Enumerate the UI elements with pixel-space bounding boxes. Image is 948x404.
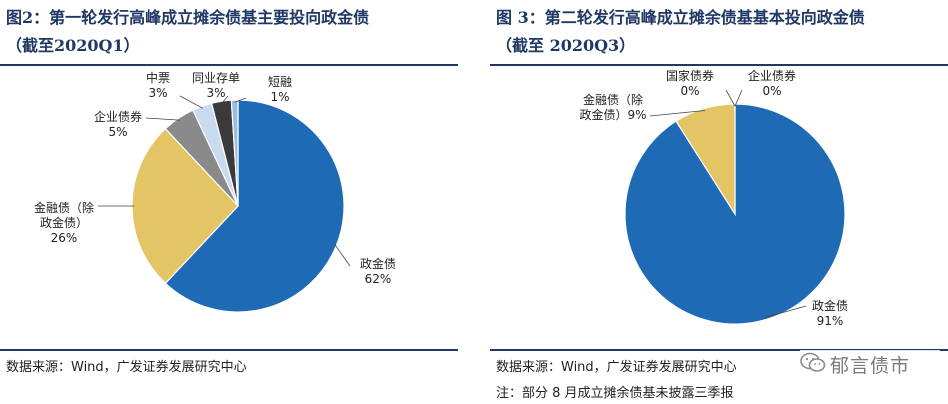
leader-line-3 [145,117,180,121]
right-source-text: 数据来源：Wind，广发证券发展研究中心 [496,360,737,375]
left-top-rule [0,64,458,66]
watermark: 郁言债市 [800,350,940,377]
leader-line-4 [734,89,743,107]
left-pie-chart: 政金债 62% 金融债（除政金债） 26% 企业债券 5%中票 3% 同业存单 3% 短融 1% [34,70,396,313]
left-bottom-rule [0,349,458,351]
watermark-text: 郁言债市 [830,355,911,377]
slice-label-3: 国家债券 0% [666,68,714,98]
pie-slice-1 [164,99,345,313]
leader-line-2 [649,110,705,117]
leader-line-3 [725,89,736,107]
slice-label-4: 中票 3% [146,70,170,100]
slice-label-4: 企业债券 0% [748,68,796,98]
leader-line-4 [179,95,203,109]
slice-label-6: 短融 1% [268,75,292,104]
wechat-icon [800,352,826,372]
right-pie-chart: 政金债 91% 金融债（除政金债）9% 国家债券 0% 企业债券 0% [579,68,848,328]
right-bottom-rule [490,349,948,351]
left-title-line2: （截至2020Q1） [6,36,140,55]
left-title-line1: 图2：第一轮发行高峰成立摊余债基主要投向政金债 [6,8,370,27]
slice-label-3: 企业债券 5% [94,109,142,139]
pie-slice-6 [230,99,239,207]
leader-line-1 [764,305,807,318]
left-chart-panel: 图2：第一轮发行高峰成立摊余债基主要投向政金债 （截至2020Q1） 政金债 62… [0,0,458,404]
leader-line-6 [234,97,247,103]
slice-label-5: 同业存单 3% [192,71,240,100]
right-chart-panel: 图 3：第二轮发行高峰成立摊余债基基本投向政金债 （截至 2020Q3） 政金债… [490,0,948,404]
right-note-text: 注：部分 8 月成立摊余债基未披露三季报 [496,386,734,401]
right-title-line2: （截至 2020Q3） [496,36,636,55]
slice-label-2: 金融债（除政金债）9% [579,92,646,122]
slice-label-2: 金融债（除政金债） 26% [34,200,94,245]
right-chart-title: 图 3：第二轮发行高峰成立摊余债基基本投向政金债 （截至 2020Q3） [496,4,948,60]
leader-line-1 [334,243,351,267]
left-source-text: 数据来源：Wind，广发证券发展研究中心 [6,360,247,375]
slice-label-1: 政金债 91% [812,298,848,328]
leader-line-5 [221,95,229,104]
right-title-line1: 图 3：第二轮发行高峰成立摊余债基基本投向政金债 [496,8,865,27]
right-top-rule [490,64,948,66]
slice-label-1: 政金债 62% [360,256,396,286]
left-chart-title: 图2：第一轮发行高峰成立摊余债基主要投向政金债 （截至2020Q1） [6,4,458,60]
pie-slice-2 [675,103,736,217]
